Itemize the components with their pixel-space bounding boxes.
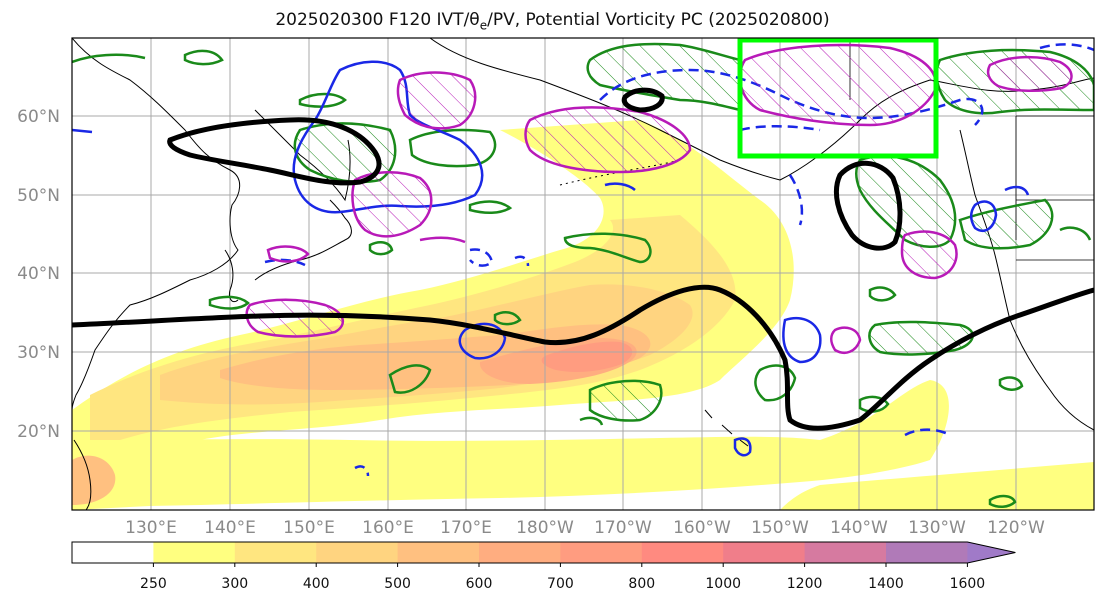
colorbar-tick-label: 1000 — [705, 576, 741, 592]
blue-contour-coast — [970, 200, 998, 232]
colorbar-tick-label: 500 — [384, 576, 411, 592]
lon-label: 140°E — [204, 518, 256, 538]
lat-label: 60°N — [17, 107, 60, 127]
colorbar-segment — [560, 542, 643, 563]
black-contours — [72, 87, 1094, 431]
coast-north-america — [959, 129, 1094, 431]
lat-label: 20°N — [17, 422, 60, 442]
lon-label: 150°W — [751, 518, 809, 538]
colorbar: 250 300 400 500 600 700 800 1000 1200 1400 1600 — [71, 541, 1016, 592]
lat-label: 50°N — [17, 186, 60, 206]
magenta-hatch-aleutian — [524, 106, 692, 174]
colorbar-segment — [479, 542, 561, 563]
coast-korea — [224, 249, 239, 303]
lat-axis-labels: 60°N 50°N 40°N 30°N 20°N — [17, 107, 60, 442]
lon-label: 160°W — [673, 518, 731, 538]
colorbar-tick-label: 800 — [628, 576, 655, 592]
magenta-hatch-japan — [245, 298, 345, 338]
map-title: 2025020300 F120 IVT/θe/PV, Potential Vor… — [275, 10, 830, 33]
ivt-west-pool — [72, 455, 116, 505]
colorbar-segment — [641, 542, 724, 563]
colorbar-segment — [804, 542, 887, 563]
colorbar-tick-label: 250 — [140, 576, 167, 592]
highlight-box — [737, 37, 939, 159]
colorbar-tick-label: 600 — [466, 576, 493, 592]
green-hatched-regions — [293, 42, 1094, 422]
black-contour-north — [167, 117, 382, 186]
lon-label: 140°W — [830, 518, 888, 538]
colorbar-tick-label: 1400 — [868, 576, 904, 592]
black-contour-small-loop — [621, 87, 665, 113]
colorbar-tick-label: 700 — [547, 576, 574, 592]
lon-label: 170°W — [594, 518, 652, 538]
green-hatch-coast — [958, 198, 1054, 250]
lon-label: 150°E — [283, 518, 335, 538]
colorbar-segment — [316, 542, 399, 563]
colorbar-segment — [153, 542, 236, 563]
colorbar-tick-label: 1200 — [787, 576, 823, 592]
magenta-hatched-regions — [245, 43, 1073, 338]
colorbar-segment — [397, 542, 480, 563]
coast-hawaii — [704, 409, 749, 447]
magenta-contours — [266, 236, 862, 354]
colorbar-tick-label: 400 — [303, 576, 330, 592]
colorbar-segment — [886, 542, 968, 563]
green-hatch-east — [868, 320, 974, 356]
coast-east-asia — [72, 38, 241, 411]
lon-label: 170°E — [440, 518, 492, 538]
lon-label: 180°W — [516, 518, 574, 538]
magenta-hatch-east — [900, 230, 958, 280]
green-contours — [72, 49, 1092, 508]
lat-label: 40°N — [17, 264, 60, 284]
blue-contour-mid — [458, 322, 507, 360]
colorbar-tick-label: 1600 — [950, 576, 986, 592]
coast-philippines — [73, 439, 92, 510]
map-frame — [71, 37, 1095, 511]
lon-label: 130°W — [908, 518, 966, 538]
black-contour-main — [72, 284, 1094, 431]
lon-label: 160°E — [362, 518, 414, 538]
black-contour-gulf-low — [833, 160, 903, 251]
colorbar-tick-label: 300 — [221, 576, 248, 592]
lon-label: 130°E — [125, 518, 177, 538]
colorbar-segment — [723, 542, 806, 563]
green-hatch-alaska — [586, 42, 742, 112]
magenta-hatch-ne — [986, 55, 1073, 93]
colorbar-outline — [71, 541, 1016, 564]
map-plot-area — [72, 38, 1094, 510]
ivt-band-lower — [72, 380, 949, 510]
magenta-hatch-bering — [351, 170, 433, 238]
lon-label: 120°W — [987, 518, 1045, 538]
magenta-hatch-gulf — [738, 43, 938, 127]
colorbar-segment — [72, 542, 154, 563]
lon-axis-labels: 130°E 140°E 150°E 160°E 170°E 180°W 170°W 160°W… — [125, 518, 1045, 538]
blue-contour-east — [782, 316, 822, 364]
ivt-level-700 — [541, 341, 633, 372]
green-hatch-subtropic — [588, 379, 663, 422]
colorbar-extend-arrow — [967, 542, 1016, 563]
colorbar-segment — [234, 542, 317, 563]
magenta-hatch-kamchatka — [396, 71, 477, 130]
lat-label: 30°N — [17, 343, 60, 363]
